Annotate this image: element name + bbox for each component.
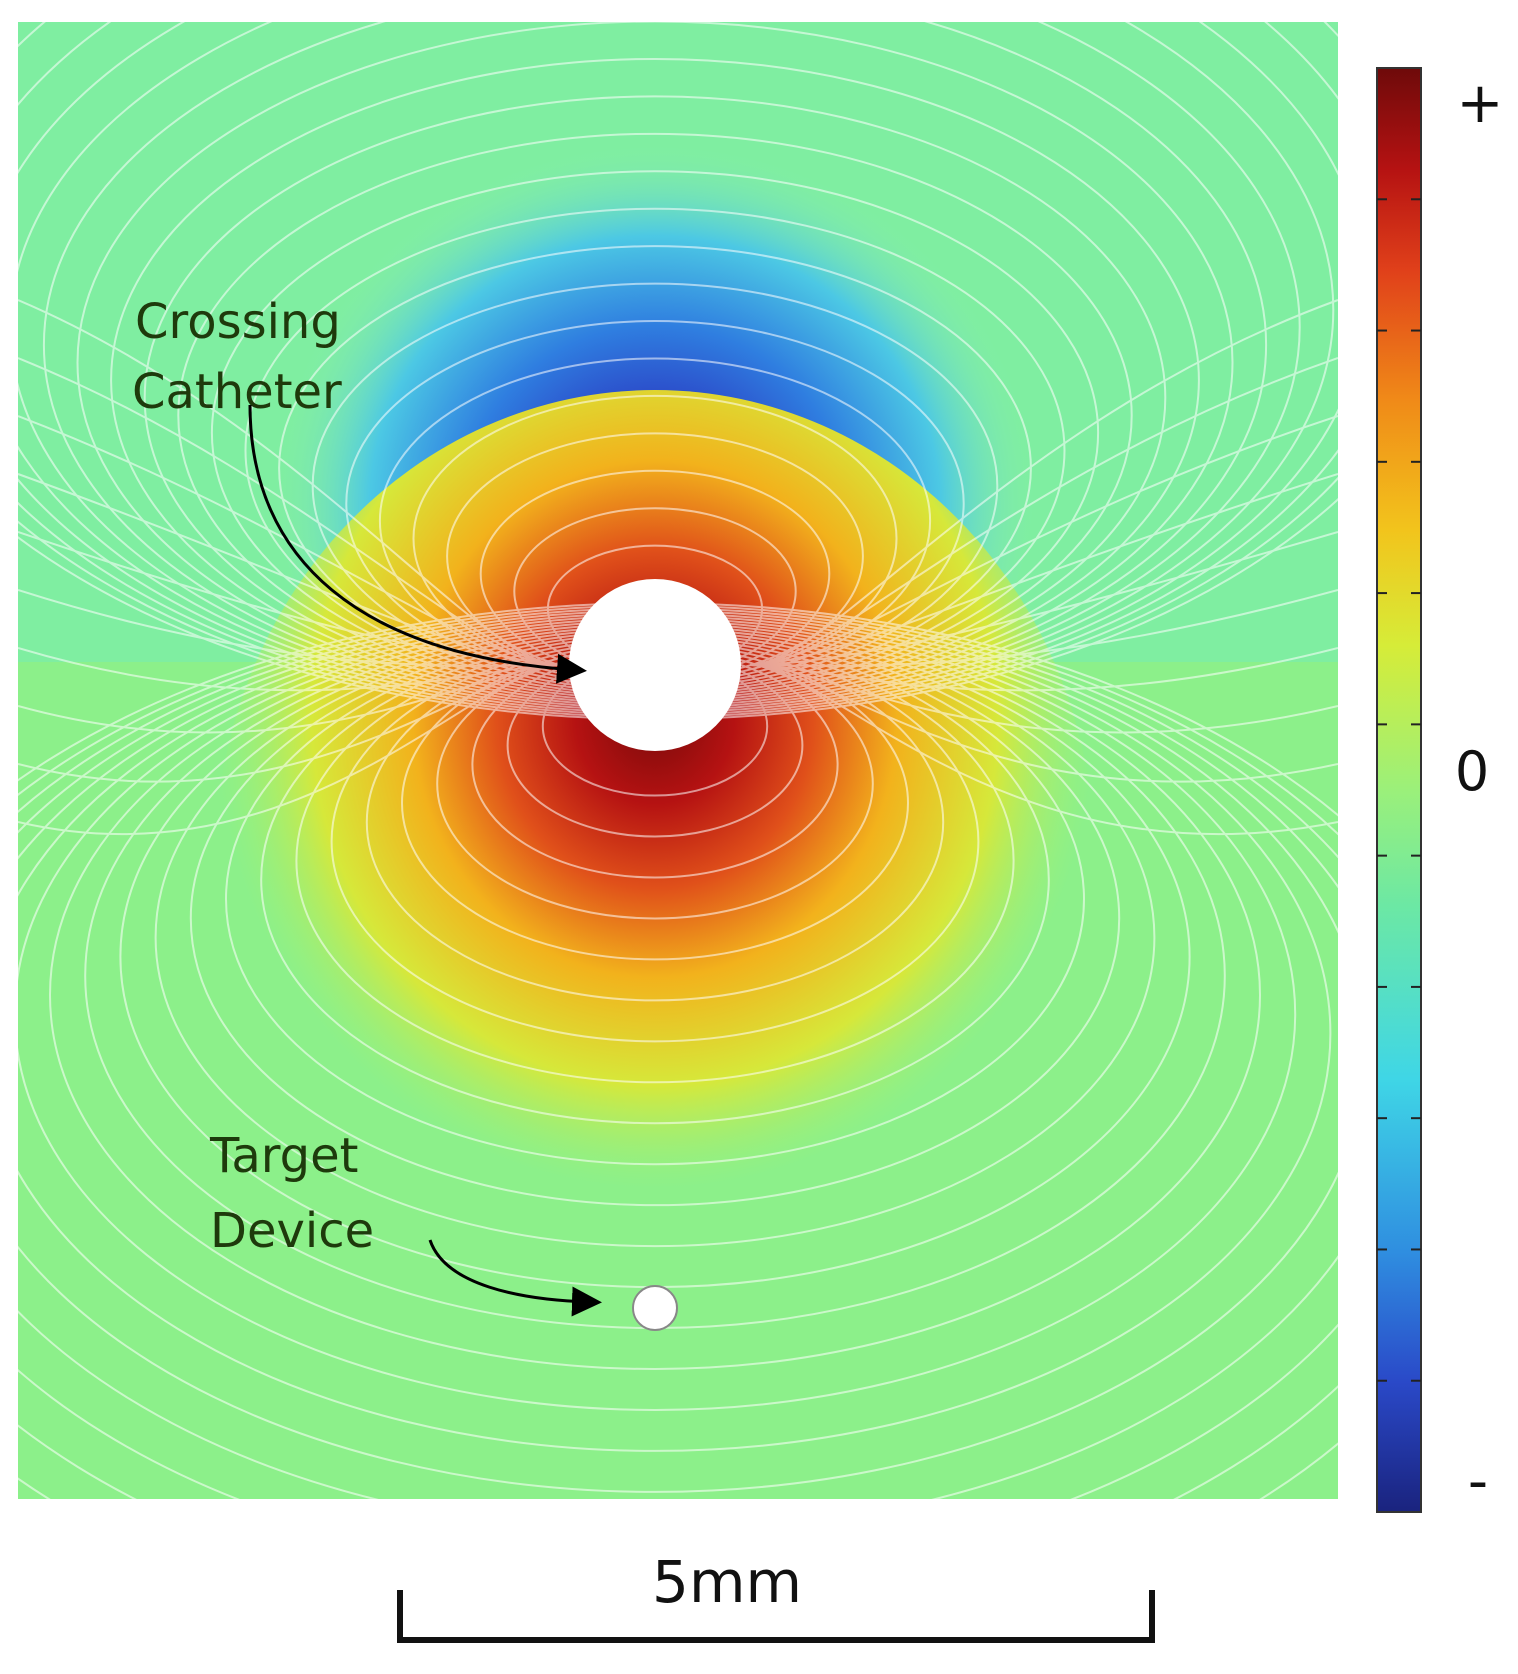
contour-line bbox=[18, 473, 561, 666]
contour-line bbox=[749, 473, 1338, 666]
annotation-target-device: Target Device bbox=[209, 1128, 602, 1317]
colorbar: + 0 - bbox=[1376, 67, 1504, 1514]
scale-bar-label: 5mm bbox=[652, 1548, 802, 1616]
colorbar-ticks bbox=[1377, 198, 1421, 1382]
annotation-line: Target bbox=[209, 1128, 359, 1184]
contour-line bbox=[18, 664, 561, 783]
positive-lobe bbox=[215, 390, 1095, 1330]
annotation-crossing-catheter: Crossing Catheter bbox=[132, 294, 587, 684]
contour-line bbox=[749, 647, 1338, 692]
annotation-line: Catheter bbox=[132, 364, 342, 420]
colorbar-middle-label: 0 bbox=[1455, 740, 1489, 803]
annotation-line: Crossing bbox=[135, 294, 341, 350]
contour-line bbox=[18, 647, 561, 692]
contour-line bbox=[18, 415, 561, 666]
contour-line bbox=[18, 664, 561, 734]
contour-line bbox=[749, 357, 1338, 666]
contour-line bbox=[749, 589, 1338, 667]
arrow-icon bbox=[248, 404, 587, 684]
contour-line bbox=[749, 415, 1338, 666]
contour-line bbox=[749, 299, 1338, 666]
contour-line bbox=[749, 664, 1338, 734]
contour-line bbox=[749, 664, 1338, 835]
scale-bar: 5mm bbox=[397, 1548, 1155, 1643]
colorbar-top-label: + bbox=[1457, 71, 1504, 136]
scale-bar-line bbox=[397, 1590, 1155, 1643]
target-device-shape bbox=[632, 1285, 678, 1331]
contour-line bbox=[749, 664, 1338, 783]
annotation-line: Device bbox=[210, 1203, 374, 1259]
contour-line bbox=[18, 299, 561, 666]
colorbar-gradient bbox=[1376, 67, 1422, 1513]
arrow-icon bbox=[428, 1239, 602, 1317]
contour-line bbox=[18, 664, 561, 836]
colorbar-bottom-label: - bbox=[1468, 1449, 1488, 1514]
contour-line bbox=[18, 357, 561, 666]
contour-line bbox=[749, 531, 1338, 666]
crossing-catheter-shape bbox=[569, 579, 741, 751]
